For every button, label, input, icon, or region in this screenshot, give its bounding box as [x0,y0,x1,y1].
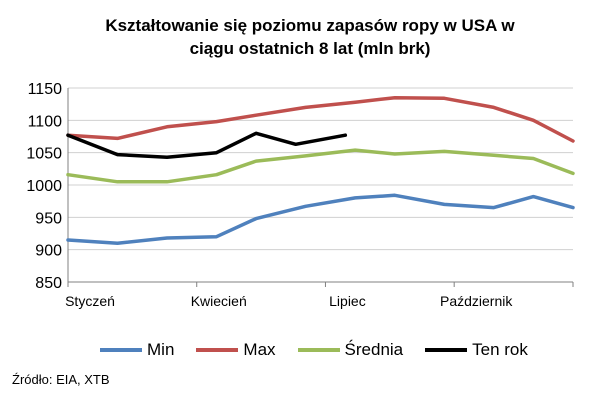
legend-item: Max [196,340,276,360]
axes [67,88,574,287]
x-tick-label: Październik [440,293,513,309]
y-tick-label: 850 [35,275,62,292]
x-tick-label: Styczeń [65,293,115,309]
series-lines [66,95,575,245]
chart-title-line-2: ciągu ostatnich 8 lat (mln brk) [189,39,431,58]
source-note: Źródło: EIA, XTB [12,372,110,387]
y-tick-label: 1100 [28,113,63,130]
series-line-max [66,95,575,143]
x-tick-label: Lipiec [329,293,366,309]
y-tick-label: 1000 [26,178,62,195]
x-tick-label: Kwiecień [191,293,247,309]
legend-swatch [196,348,239,352]
y-axis-labels: 850 900 950 1000 1050 1100 1150 [26,81,62,292]
chart-title: Kształtowanie się poziomu zapasów ropy w… [40,14,580,60]
legend-label: Min [147,340,175,359]
legend-swatch [100,348,142,352]
series-line-ten-rok [66,131,348,159]
chart-title-line-1: Kształtowanie się poziomu zapasów ropy w… [105,16,515,35]
series-line-średnia [66,148,575,184]
y-tick-label: 900 [35,243,62,260]
legend-item: Ten rok [425,340,528,360]
legend-item: Min [100,340,174,360]
y-tick-label: 1050 [26,146,62,163]
legend: Min Max Średnia Ten rok [100,340,550,360]
legend-swatch [425,348,468,352]
gridlines [68,87,573,283]
legend-item: Średnia [297,340,404,360]
legend-label: Ten rok [472,340,528,359]
y-tick-label: 950 [35,210,62,227]
series-line-min [66,193,575,245]
x-axis-labels: Styczeń Kwiecień Lipiec Październik [65,293,513,309]
legend-swatch [297,348,340,352]
legend-label: Max [243,340,276,359]
y-tick-label: 1150 [28,81,63,98]
legend-label: Średnia [344,340,404,359]
